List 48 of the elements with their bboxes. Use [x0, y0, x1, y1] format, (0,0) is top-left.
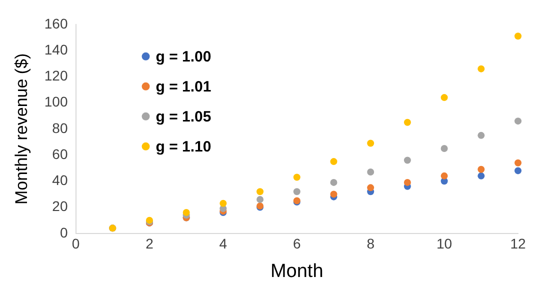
- point: [330, 178, 338, 186]
- y-tick-label: 160: [44, 15, 68, 32]
- x-axis-title: Month: [270, 260, 324, 282]
- point: [404, 156, 411, 164]
- y-tick-label: 80: [52, 120, 68, 136]
- y-tick-label: 40: [52, 172, 68, 188]
- y-tick-label: 120: [44, 68, 68, 84]
- y-axis-title: Monthly revenue ($): [12, 53, 31, 204]
- point: [293, 174, 300, 181]
- y-tick-label: 20: [52, 198, 68, 214]
- point: [478, 172, 485, 180]
- point: [404, 118, 411, 126]
- point: [514, 159, 522, 166]
- legend-label: g = 1.10: [156, 138, 212, 156]
- point: [440, 172, 448, 180]
- y-tick-label: 0: [60, 224, 68, 240]
- point: [293, 188, 300, 196]
- point: [514, 118, 522, 125]
- point: [256, 196, 264, 203]
- x-tick-label: 0: [72, 236, 80, 252]
- point: [182, 209, 190, 216]
- point: [330, 190, 338, 198]
- point: [478, 132, 485, 139]
- legend-label: g = 1.05: [156, 108, 212, 126]
- legend-label: g = 1.01: [156, 78, 212, 96]
- x-tick-label: 2: [146, 236, 154, 252]
- y-tick-label: 100: [44, 94, 68, 110]
- point: [367, 168, 374, 176]
- point: [220, 200, 227, 207]
- point: [514, 32, 522, 40]
- x-tick-label: 8: [366, 236, 375, 252]
- x-tick-label: 12: [510, 236, 526, 252]
- point: [478, 65, 485, 72]
- legend-label: g = 1.00: [156, 48, 212, 66]
- point: [367, 184, 374, 192]
- point: [367, 140, 374, 147]
- point: [404, 178, 411, 186]
- point: [440, 144, 448, 152]
- point: [440, 94, 448, 102]
- y-tick-label: 140: [44, 41, 68, 58]
- y-tick-label: 60: [52, 146, 68, 162]
- x-tick-label: 10: [436, 236, 452, 252]
- point: [256, 188, 264, 196]
- x-tick-label: 4: [219, 236, 228, 252]
- point: [478, 166, 485, 173]
- point: [514, 167, 522, 174]
- x-tick-label: 6: [292, 236, 301, 252]
- point: [330, 158, 338, 166]
